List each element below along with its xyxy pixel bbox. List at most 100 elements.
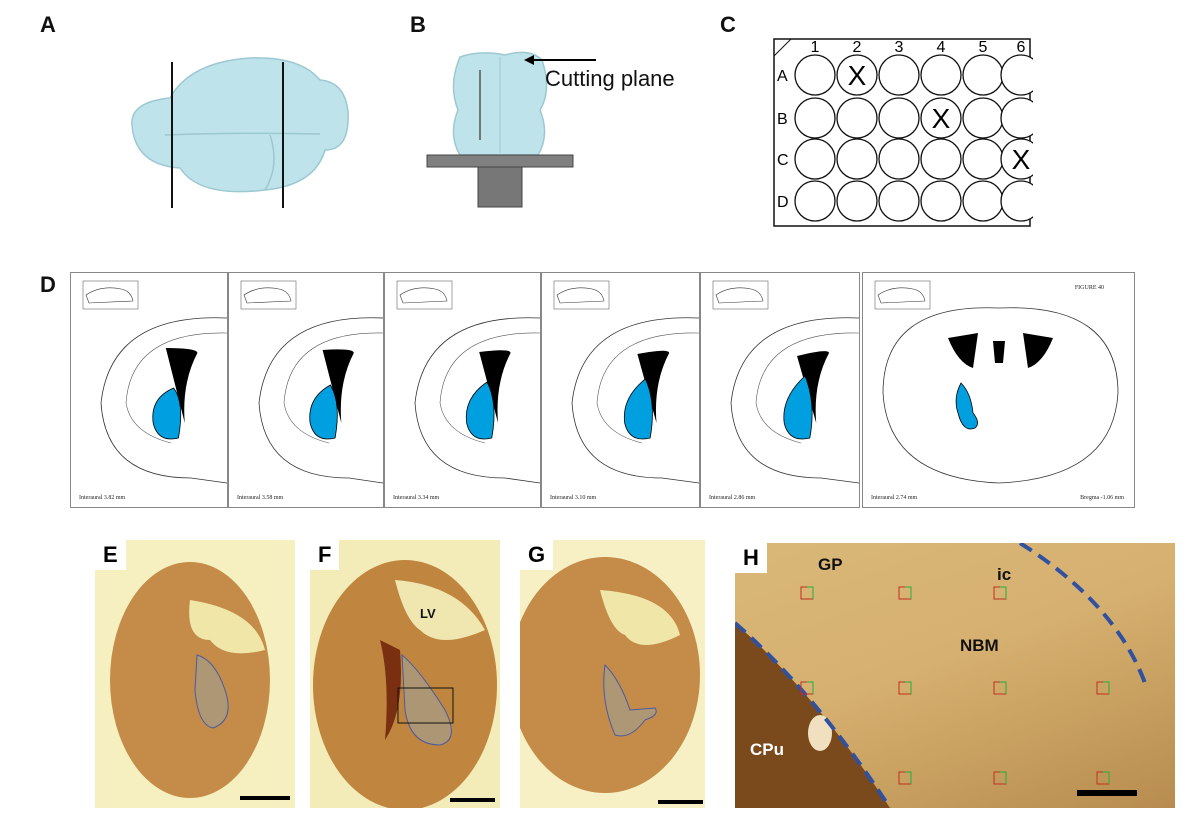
well-plate: A X B X C X D 1 2 3 4 5 6	[773, 38, 1033, 227]
column-label: 5	[979, 39, 988, 56]
well-B1	[794, 97, 836, 139]
photo-h: H GP ic NBM CPu	[735, 543, 1175, 808]
highlighted-region	[152, 387, 182, 440]
scale-bar	[1077, 790, 1137, 796]
counting-frame	[1096, 681, 1110, 695]
sagittal-inset	[240, 280, 297, 310]
photo-f: F LV	[310, 540, 500, 808]
nbm-outline	[603, 663, 657, 737]
well-D4	[920, 180, 962, 222]
brain-dorsal-view	[131, 57, 349, 208]
photo-e: E	[95, 540, 295, 808]
ic-label: ic	[997, 565, 1012, 584]
panel-d-label: D	[40, 272, 56, 297]
lv-label: LV	[420, 606, 436, 621]
bregma-caption: Bregma -1.06 mm	[1080, 495, 1124, 501]
counting-frame	[800, 586, 814, 600]
vibratome-diagram	[426, 51, 596, 208]
specimen-block	[477, 166, 523, 208]
row-label: D	[777, 194, 789, 211]
cpu-label: CPu	[750, 740, 784, 759]
well-A1	[794, 54, 836, 96]
sagittal-inset	[553, 280, 610, 310]
cpu-boundary	[735, 621, 892, 808]
counting-frame	[1096, 771, 1110, 785]
panel-f-label: F	[310, 540, 340, 570]
column-label: 3	[895, 39, 904, 56]
well-C2	[836, 138, 878, 180]
panel-e-label: E	[95, 540, 126, 570]
well-C1	[794, 138, 836, 180]
well-A5	[962, 54, 1004, 96]
well-A6	[1000, 54, 1033, 96]
row-label: A	[777, 68, 788, 85]
well-C4	[920, 138, 962, 180]
counting-frame	[898, 586, 912, 600]
counting-frame	[800, 681, 814, 695]
well-B2	[836, 97, 878, 139]
atlas-section: Interaural 2.86 mm	[700, 272, 860, 508]
well-C5	[962, 138, 1004, 180]
well-mark: X	[932, 103, 951, 134]
column-label: 6	[1017, 39, 1026, 56]
well-mark: X	[1012, 144, 1031, 175]
stage	[426, 154, 574, 168]
nbm-outline	[194, 654, 229, 729]
highlighted-region	[955, 382, 978, 430]
inset-box	[397, 687, 454, 724]
sagittal-inset	[82, 280, 139, 310]
column-label: 2	[853, 39, 862, 56]
column-label: 1	[811, 39, 820, 56]
well-C3	[878, 138, 920, 180]
scale-bar	[450, 798, 495, 802]
well-A4	[920, 54, 962, 96]
section-caption: Interaural 3.82 mm	[79, 495, 126, 501]
section-caption: Interaural 2.86 mm	[709, 495, 756, 501]
well-D2	[836, 180, 878, 222]
well-D1	[794, 180, 836, 222]
sagittal-inset	[712, 280, 769, 310]
well-B4	[920, 97, 962, 139]
section-caption: Interaural 3.10 mm	[550, 495, 597, 501]
panel-g-label: G	[520, 540, 554, 570]
figure-title: FIGURE 40	[1074, 285, 1104, 291]
well-B5	[962, 97, 1004, 139]
ventricle	[479, 350, 511, 423]
atlas-section: Interaural 3.58 mm	[228, 272, 384, 508]
scale-bar	[658, 800, 703, 804]
atlas-section: Interaural 2.74 mm Bregma -1.06 mm FIGURE …	[862, 272, 1135, 508]
ventricle	[797, 351, 829, 423]
gp-label: GP	[818, 555, 843, 574]
section-caption: Interaural 3.58 mm	[237, 495, 284, 501]
counting-frame	[898, 681, 912, 695]
atlas-section: Interaural 3.34 mm	[384, 272, 541, 508]
ventricle	[165, 348, 198, 423]
highlighted-region	[783, 375, 813, 440]
sagittal-inset	[874, 280, 931, 310]
counting-frame	[993, 586, 1007, 600]
highlighted-region	[309, 384, 338, 440]
well-mark: X	[848, 60, 867, 91]
counting-frame	[993, 771, 1007, 785]
well-C6	[1000, 138, 1033, 180]
arrow-icon	[524, 55, 534, 65]
highlighted-region	[465, 381, 495, 440]
panel-c-label: C	[720, 12, 736, 37]
section-caption: Interaural 3.34 mm	[393, 495, 440, 501]
well-A3	[878, 54, 920, 96]
row-label: B	[777, 111, 788, 128]
atlas-section: Interaural 3.82 mm	[70, 272, 228, 508]
panel-h-label: H	[735, 543, 767, 573]
row-label: C	[777, 152, 789, 169]
sagittal-inset	[396, 280, 453, 310]
panel-a-label: A	[40, 12, 56, 37]
ic-boundary	[1018, 543, 1147, 684]
well-B6	[1000, 97, 1033, 139]
section-caption: Interaural 2.74 mm	[871, 495, 918, 501]
atlas-section: Interaural 3.10 mm	[541, 272, 700, 508]
well-D3	[878, 180, 920, 222]
ventricle	[948, 333, 1053, 368]
counting-frame	[898, 771, 912, 785]
well-A2	[836, 54, 878, 96]
